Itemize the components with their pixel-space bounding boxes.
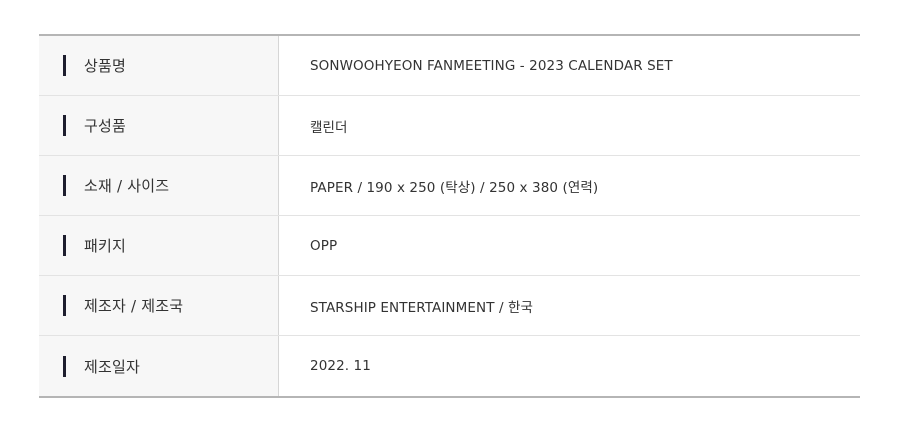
label-marker-bar [63,55,66,76]
label-cell: 상품명 [39,36,279,95]
value-cell: STARSHIP ENTERTAINMENT / 한국 [279,276,860,335]
value-material-size: PAPER / 190 x 250 (탁상) / 250 x 380 (연력) [310,179,599,196]
label-marker-bar [63,115,66,136]
label-package: 패키지 [84,237,127,255]
label-cell: 소재 / 사이즈 [39,156,279,215]
table-row-package: 패키지 OPP [39,216,860,276]
value-cell: OPP [279,216,860,275]
label-components: 구성품 [84,117,127,135]
label-marker-bar [63,235,66,256]
label-manufacture-date: 제조일자 [84,357,141,376]
label-marker-bar [63,175,66,196]
value-components: 캘린더 [310,119,348,136]
label-manufacturer-country: 제조자 / 제조국 [84,297,184,315]
label-marker-bar [63,295,66,316]
label-product-name: 상품명 [84,57,127,75]
value-manufacturer-country: STARSHIP ENTERTAINMENT / 한국 [310,299,534,316]
value-cell: SONWOOHYEON FANMEETING - 2023 CALENDAR S… [279,36,860,95]
label-cell: 제조자 / 제조국 [39,276,279,335]
value-package: OPP [310,237,338,254]
value-cell: PAPER / 190 x 250 (탁상) / 250 x 380 (연력) [279,156,860,215]
table-row-components: 구성품 캘린더 [39,96,860,156]
label-marker-bar [63,355,66,377]
table-row-material-size: 소재 / 사이즈 PAPER / 190 x 250 (탁상) / 250 x … [39,156,860,216]
table-row-product-name: 상품명 SONWOOHYEON FANMEETING - 2023 CALEND… [39,36,860,96]
label-cell: 패키지 [39,216,279,275]
table-row-manufacturer-country: 제조자 / 제조국 STARSHIP ENTERTAINMENT / 한국 [39,276,860,336]
table-row-manufacture-date: 제조일자 2022. 11 [39,336,860,396]
label-material-size: 소재 / 사이즈 [84,177,170,195]
value-product-name: SONWOOHYEON FANMEETING - 2023 CALENDAR S… [310,57,673,74]
label-cell: 제조일자 [39,336,279,396]
label-cell: 구성품 [39,96,279,155]
value-cell: 2022. 11 [279,336,860,396]
value-cell: 캘린더 [279,96,860,155]
product-spec-table: 상품명 SONWOOHYEON FANMEETING - 2023 CALEND… [39,34,860,398]
value-manufacture-date: 2022. 11 [310,358,371,374]
